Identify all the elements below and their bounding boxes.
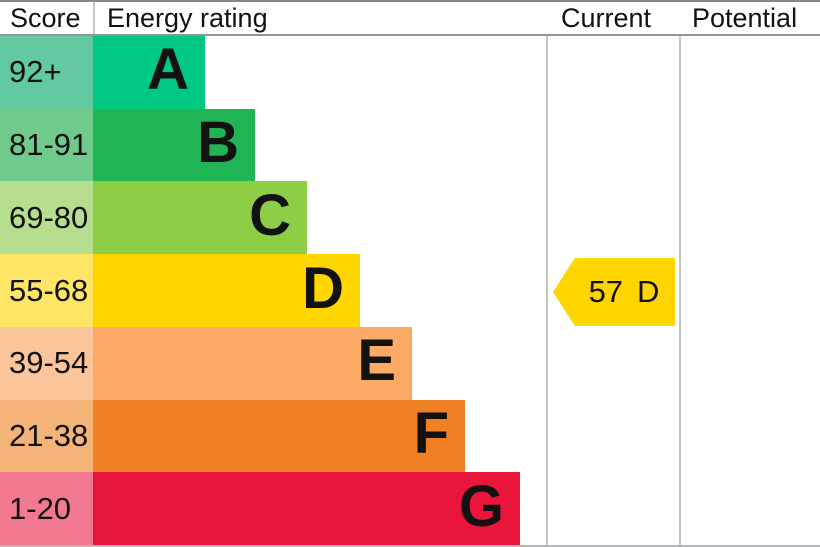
- band-row-g: 1-20 G: [0, 472, 547, 545]
- band-row-c: 69-80 C: [0, 181, 547, 255]
- band-bar-a: A: [93, 36, 205, 109]
- current-rating-arrow: 57 D: [553, 257, 675, 327]
- band-bar-c: C: [93, 181, 307, 255]
- band-bar-g: G: [93, 472, 520, 545]
- score-range-d: 55-68: [0, 254, 93, 327]
- score-range-g: 1-20: [0, 472, 93, 545]
- band-row-d: 55-68 D: [0, 254, 547, 327]
- band-bar-b: B: [93, 108, 255, 182]
- band-bar-e: E: [93, 326, 412, 400]
- score-range-e: 39-54: [0, 326, 93, 400]
- band-bar-f: F: [93, 399, 465, 473]
- band-letter-b: B: [197, 110, 239, 176]
- current-column-header: Current: [561, 2, 652, 33]
- band-row-f: 21-38 F: [0, 399, 547, 473]
- band-row-e: 39-54 E: [0, 326, 547, 400]
- band-letter-f: F: [413, 400, 449, 466]
- score-column-header: Score: [10, 2, 81, 33]
- score-range-f: 21-38: [0, 399, 93, 473]
- band-letter-c: C: [249, 182, 291, 248]
- rating-bands: 92+ A 81-91 B 69-80 C 55-68 D 39-54 E 21-38 F 1-20 G: [0, 36, 547, 545]
- potential-column-divider: [679, 2, 681, 545]
- band-letter-d: D: [302, 255, 344, 321]
- band-bar-d: D: [93, 254, 360, 327]
- current-column-divider: [546, 2, 548, 545]
- energy-rating-column-header: Energy rating: [93, 2, 268, 34]
- potential-column-header: Potential: [692, 2, 798, 33]
- band-row-b: 81-91 B: [0, 108, 547, 182]
- band-letter-g: G: [458, 473, 504, 539]
- current-rating-value: 57: [588, 273, 624, 309]
- table-header: Score Energy rating Current Potential: [0, 2, 820, 36]
- score-range-a: 92+: [0, 36, 93, 109]
- score-range-b: 81-91: [0, 108, 93, 182]
- score-range-c: 69-80: [0, 181, 93, 255]
- current-rating-letter: D: [637, 273, 660, 309]
- band-row-a: 92+ A: [0, 36, 547, 109]
- band-letter-a: A: [147, 37, 189, 103]
- band-letter-e: E: [357, 328, 396, 394]
